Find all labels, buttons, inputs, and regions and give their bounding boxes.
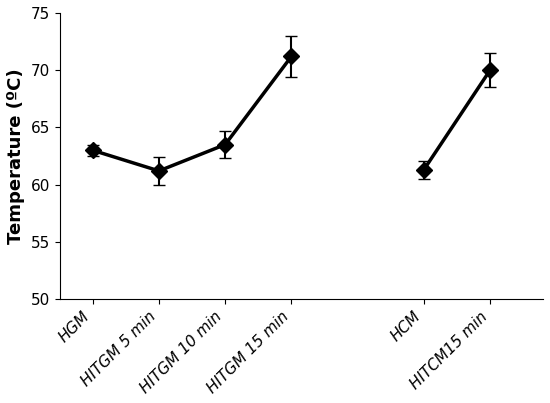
Y-axis label: Temperature (ºC): Temperature (ºC)	[7, 68, 25, 244]
